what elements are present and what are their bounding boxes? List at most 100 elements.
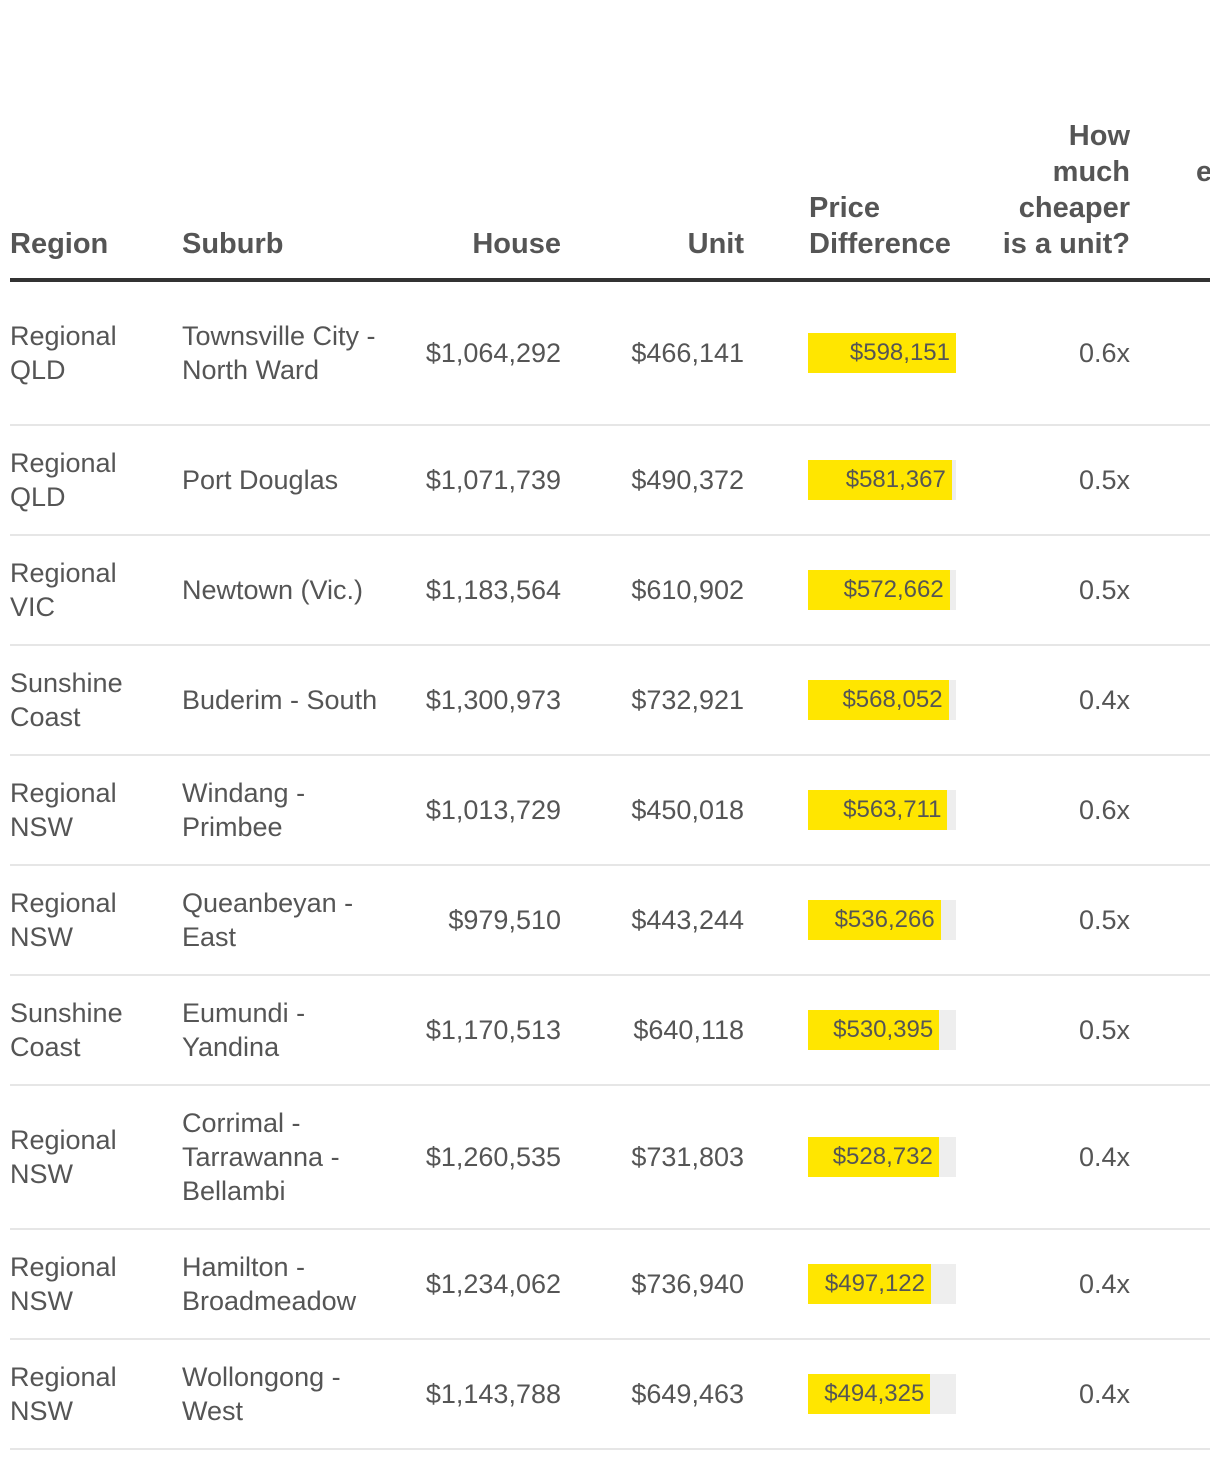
cell-region: Regional NSW <box>10 888 117 952</box>
cell-region: Regional NSW <box>10 1252 117 1316</box>
table-row: Regional NSW Corrimal - Tarrawanna - Bell… <box>10 1086 1210 1230</box>
cell-how-much-cheaper: 0.4x <box>1078 1142 1130 1172</box>
price-difference-label: $497,122 <box>824 1270 925 1297</box>
cell-price-difference: $536,266 <box>808 900 956 940</box>
cell-region: Regional NSW <box>10 1125 117 1189</box>
price-difference-bar: $572,662 <box>808 570 950 610</box>
header-price-difference[interactable]: Price Difference <box>809 192 951 260</box>
table-row: Regional NSW Hamilton - Broadmeadow $1,234… <box>10 1230 1210 1340</box>
cell-price-difference: $581,367 <box>808 460 956 500</box>
cell-region: Regional NSW <box>10 778 117 842</box>
cell-unit: $731,803 <box>631 1142 744 1172</box>
price-difference-bar: $494,325 <box>808 1374 931 1414</box>
cell-region: Regional QLD <box>10 448 117 512</box>
cell-price-difference: $494,325 <box>808 1374 956 1414</box>
cell-how-much-cheaper: 0.5x <box>1078 465 1130 495</box>
cell-suburb: Newtown (Vic.) <box>182 575 364 605</box>
cell-suburb: Port Douglas <box>182 465 339 495</box>
cell-price-difference: $563,711 <box>808 790 956 830</box>
price-difference-label: $581,367 <box>845 466 946 493</box>
cell-how-much-cheaper: 0.4x <box>1078 1379 1130 1409</box>
table-row: Sunshine Coast Buderim - South $1,300,973 $… <box>10 646 1210 756</box>
price-difference-bar: $568,052 <box>808 680 949 720</box>
price-difference-label: $494,325 <box>824 1380 925 1407</box>
cell-price-difference: $530,395 <box>808 1010 956 1050</box>
cell-house: $979,510 <box>448 905 561 935</box>
cell-unit: $443,244 <box>631 905 744 935</box>
price-difference-label: $530,395 <box>833 1016 934 1043</box>
price-difference-bar: $528,732 <box>808 1137 939 1177</box>
price-difference-bar: $536,266 <box>808 900 941 940</box>
table-row: Regional QLD Port Douglas $1,071,739 $490,3… <box>10 426 1210 536</box>
cell-house: $1,300,973 <box>425 685 561 715</box>
cell-region: Sunshine Coast <box>10 998 123 1062</box>
price-difference-bar: $563,711 <box>808 790 948 830</box>
table-row: Regional NSW Windang - Primbee $1,013,729 $… <box>10 756 1210 866</box>
price-difference-label: $563,711 <box>843 796 942 823</box>
cell-how-much-cheaper: 0.6x <box>1078 338 1130 368</box>
cell-suburb: Corrimal - Tarrawanna - Bellambi <box>182 1108 340 1206</box>
cell-how-much-cheaper: 0.5x <box>1078 905 1130 935</box>
cell-house: $1,071,739 <box>425 465 561 495</box>
cell-how-much-cheaper: 0.5x <box>1078 1015 1130 1045</box>
cell-house: $1,064,292 <box>425 338 561 368</box>
cell-house: $1,260,535 <box>425 1142 561 1172</box>
cell-price-difference: $568,052 <box>808 680 956 720</box>
header-region[interactable]: Region <box>10 228 109 260</box>
cell-suburb: Townsville City - North Ward <box>182 321 376 385</box>
cell-unit: $732,921 <box>631 685 744 715</box>
price-difference-bar: $598,151 <box>808 333 956 373</box>
header-how-much-cheaper[interactable]: How much cheaper is a unit? <box>1002 120 1130 260</box>
cell-how-much-cheaper: 0.4x <box>1078 685 1130 715</box>
cell-unit: $490,372 <box>631 465 744 495</box>
cell-price-difference: $497,122 <box>808 1264 956 1304</box>
table-row: Sunshine Coast Eumundi - Yandina $1,170,51… <box>10 976 1210 1086</box>
cell-suburb: Hamilton - Broadmeadow <box>182 1252 357 1316</box>
cell-house: $1,170,513 <box>425 1015 561 1045</box>
cell-unit: $736,940 <box>631 1269 744 1299</box>
cell-region: Regional NSW <box>10 1362 117 1426</box>
cell-suburb: Wollongong - West <box>182 1362 341 1426</box>
price-difference-bar: $581,367 <box>808 460 952 500</box>
price-difference-label: $528,732 <box>832 1143 933 1170</box>
cell-price-difference: $598,151 <box>808 333 956 373</box>
cell-price-difference: $528,732 <box>808 1137 956 1177</box>
cell-house: $1,183,564 <box>425 575 561 605</box>
cell-region: Regional QLD <box>10 321 117 385</box>
price-difference-label: $598,151 <box>849 339 950 366</box>
table-row: Regional NSW Wollongong - West $1,143,788 $… <box>10 1340 1210 1450</box>
table-body: Regional QLD Townsville City - North Ward… <box>10 282 1210 1450</box>
cell-region: Regional VIC <box>10 558 117 622</box>
table-row: Regional VIC Newtown (Vic.) $1,183,564 $610… <box>10 536 1210 646</box>
cell-unit: $649,463 <box>631 1379 744 1409</box>
cell-unit: $466,141 <box>631 338 744 368</box>
cell-house: $1,143,788 <box>425 1379 561 1409</box>
cell-house: $1,234,062 <box>425 1269 561 1299</box>
header-house[interactable]: House <box>472 228 561 260</box>
table-header: Region Suburb House Unit Price Differenc… <box>10 0 1210 282</box>
price-difference-label: $568,052 <box>842 686 943 713</box>
table-row: Regional QLD Townsville City - North Ward… <box>10 282 1210 426</box>
header-truncated-column[interactable]: e <box>1196 156 1210 188</box>
cell-how-much-cheaper: 0.6x <box>1078 795 1130 825</box>
price-table: Region Suburb House Unit Price Differenc… <box>10 0 1210 1450</box>
header-suburb[interactable]: Suburb <box>182 228 284 260</box>
header-unit[interactable]: Unit <box>687 228 744 260</box>
cell-suburb: Eumundi - Yandina <box>182 998 306 1062</box>
cell-suburb: Buderim - South <box>182 685 378 715</box>
price-difference-label: $572,662 <box>843 576 944 603</box>
price-difference-bar: $497,122 <box>808 1264 931 1304</box>
price-difference-bar: $530,395 <box>808 1010 940 1050</box>
cell-unit: $610,902 <box>631 575 744 605</box>
table-row: Regional NSW Queanbeyan - East $979,510 $44… <box>10 866 1210 976</box>
cell-how-much-cheaper: 0.4x <box>1078 1269 1130 1299</box>
cell-how-much-cheaper: 0.5x <box>1078 575 1130 605</box>
cell-suburb: Windang - Primbee <box>182 778 306 842</box>
cell-region: Sunshine Coast <box>10 668 123 732</box>
cell-price-difference: $572,662 <box>808 570 956 610</box>
cell-suburb: Queanbeyan - East <box>182 888 354 952</box>
cell-house: $1,013,729 <box>425 795 561 825</box>
cell-unit: $450,018 <box>631 795 744 825</box>
price-difference-label: $536,266 <box>834 906 935 933</box>
cell-unit: $640,118 <box>633 1015 744 1045</box>
